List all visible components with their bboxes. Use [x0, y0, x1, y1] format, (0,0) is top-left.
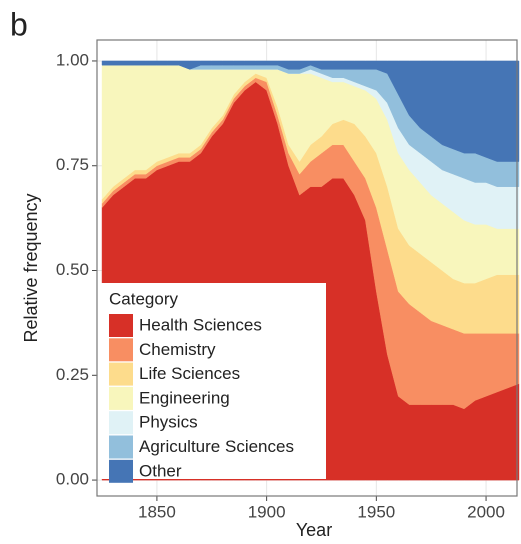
legend-key	[109, 362, 133, 386]
legend-box	[98, 283, 326, 479]
legend-key	[109, 338, 133, 362]
x-tick-label: 1850	[138, 502, 176, 521]
legend-label: Agriculture Sciences	[139, 437, 294, 456]
legend-label: Physics	[139, 413, 198, 432]
legend-title: Category	[109, 289, 178, 308]
legend-key	[109, 435, 133, 459]
panel-label: b	[10, 6, 28, 42]
y-axis-label: Relative frequency	[21, 193, 41, 342]
legend-key	[109, 459, 133, 483]
legend-label: Chemistry	[139, 340, 216, 359]
y-tick-label: 0.00	[56, 470, 89, 489]
plot-border	[96, 39, 518, 497]
legend-label: Other	[139, 461, 182, 480]
area	[101, 60, 520, 162]
y-tick-label: 1.00	[56, 50, 89, 69]
x-tick-label: 1900	[248, 502, 286, 521]
x-tick-label: 1950	[357, 502, 395, 521]
legend-label: Life Sciences	[139, 364, 240, 383]
legend-key	[109, 314, 133, 337]
legend-label: Engineering	[139, 388, 230, 407]
x-axis-label: Year	[296, 520, 332, 540]
y-tick-label: 0.25	[56, 365, 89, 384]
x-tick-label: 2000	[467, 502, 505, 521]
legend-key	[109, 411, 133, 435]
y-tick-label: 0.75	[56, 155, 89, 174]
y-tick-label: 0.50	[56, 260, 89, 279]
legend-label: Health Sciences	[139, 315, 262, 334]
legend-key	[109, 386, 133, 410]
